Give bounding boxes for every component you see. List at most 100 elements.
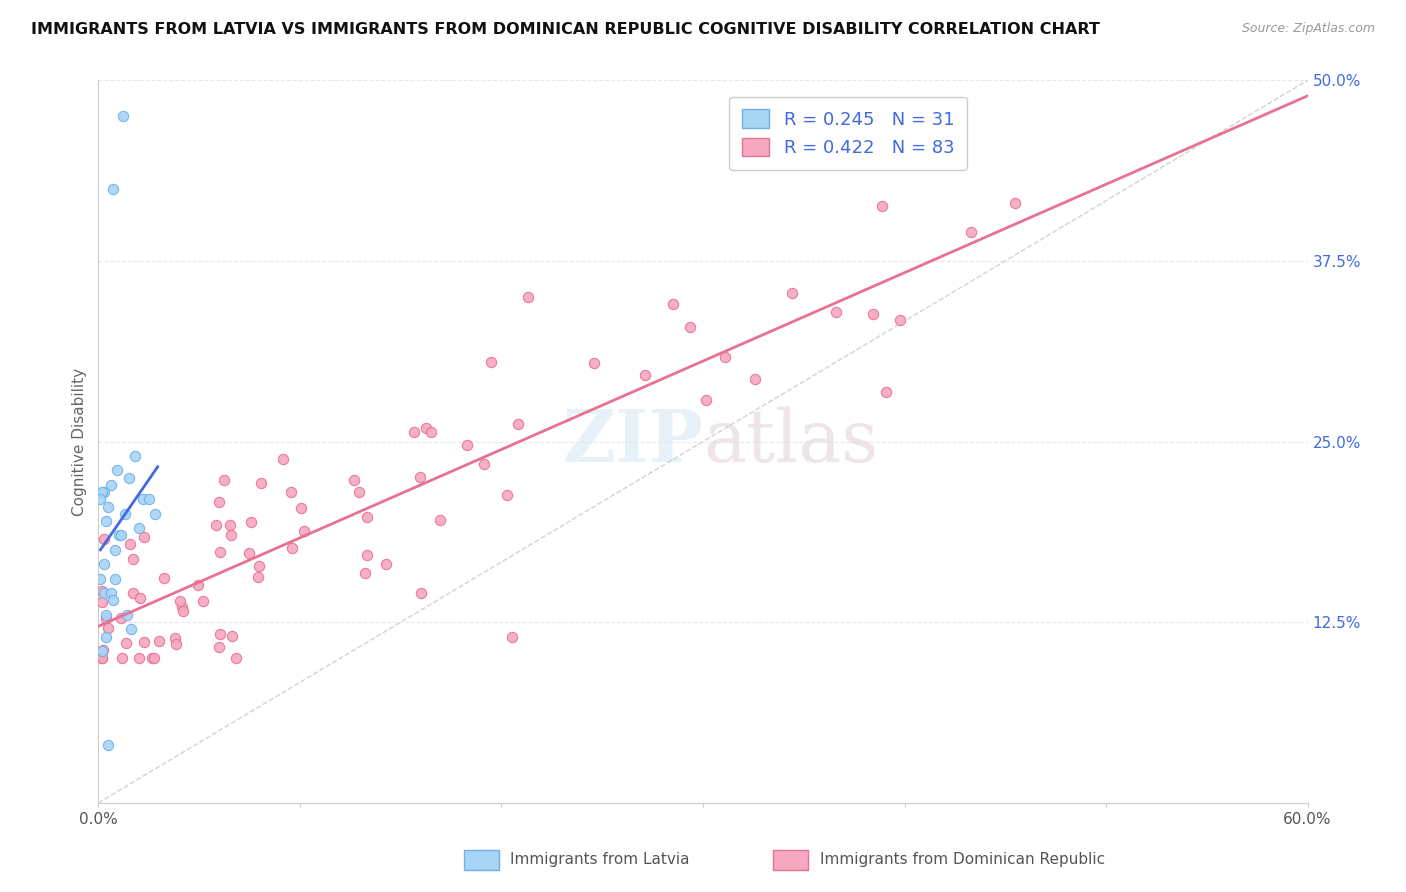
Point — [114, 507, 136, 521]
Point — [97, 738, 120, 752]
Point — [118, 470, 141, 484]
Point — [420, 425, 443, 439]
Point — [208, 640, 231, 654]
Point — [875, 385, 897, 400]
Point — [889, 313, 911, 327]
Point — [91, 485, 114, 500]
Point — [132, 492, 155, 507]
Point — [247, 570, 270, 584]
Point — [93, 586, 115, 600]
Point — [96, 630, 118, 644]
Point — [100, 586, 122, 600]
Point — [409, 586, 432, 600]
Point — [115, 607, 138, 622]
Point — [214, 474, 236, 488]
Point — [583, 356, 606, 370]
Point — [89, 572, 111, 586]
Y-axis label: Cognitive Disability: Cognitive Disability — [72, 368, 87, 516]
Point — [91, 651, 114, 665]
Point — [870, 199, 893, 213]
Point — [91, 595, 114, 609]
Point — [122, 586, 145, 600]
Point — [124, 449, 146, 463]
Point — [165, 637, 187, 651]
Point — [347, 485, 370, 500]
Point — [404, 425, 426, 439]
Text: IMMIGRANTS FROM LATVIA VS IMMIGRANTS FROM DOMINICAN REPUBLIC COGNITIVE DISABILIT: IMMIGRANTS FROM LATVIA VS IMMIGRANTS FRO… — [31, 22, 1099, 37]
Point — [118, 537, 141, 551]
Point — [107, 528, 129, 542]
Point — [103, 572, 125, 586]
Point — [132, 635, 155, 649]
Point — [91, 583, 114, 598]
Point — [374, 557, 396, 571]
Point — [132, 530, 155, 544]
Legend: R = 0.245   N = 31, R = 0.422   N = 83: R = 0.245 N = 31, R = 0.422 N = 83 — [730, 96, 967, 169]
Point — [240, 515, 263, 529]
Point — [356, 548, 378, 562]
Point — [238, 546, 260, 560]
Point — [353, 566, 375, 581]
Point — [143, 507, 166, 521]
Point — [219, 518, 242, 533]
Point — [744, 372, 766, 386]
Point — [208, 495, 231, 509]
Point — [429, 513, 451, 527]
Point — [148, 634, 170, 648]
Point — [456, 438, 478, 452]
Point — [221, 629, 243, 643]
Point — [209, 626, 232, 640]
Point — [129, 591, 152, 605]
Text: ZIP: ZIP — [562, 406, 703, 477]
Point — [96, 610, 118, 624]
Point — [695, 392, 717, 407]
Point — [780, 285, 803, 300]
Point — [111, 110, 134, 124]
Point — [191, 594, 214, 608]
Point — [1004, 196, 1026, 211]
Point — [97, 500, 120, 514]
Point — [661, 297, 683, 311]
Point — [142, 651, 165, 665]
Point — [89, 492, 111, 507]
Point — [280, 485, 302, 500]
Point — [170, 600, 193, 615]
Point — [96, 607, 118, 622]
Point — [825, 305, 848, 319]
Point — [960, 225, 983, 239]
Point — [225, 651, 247, 665]
Text: Immigrants from Dominican Republic: Immigrants from Dominican Republic — [820, 853, 1105, 867]
Point — [101, 593, 124, 607]
Point — [93, 533, 115, 547]
Point — [250, 475, 273, 490]
Point — [153, 571, 176, 585]
Point — [91, 644, 114, 658]
Point — [496, 488, 519, 502]
Text: atlas: atlas — [703, 406, 879, 477]
Point — [714, 350, 737, 364]
Point — [110, 528, 132, 542]
Point — [111, 651, 134, 665]
Text: Immigrants from Latvia: Immigrants from Latvia — [510, 853, 690, 867]
Point — [187, 578, 209, 592]
Point — [409, 470, 432, 484]
Point — [205, 518, 228, 533]
Point — [93, 558, 115, 572]
Point — [103, 542, 125, 557]
Text: Source: ZipAtlas.com: Source: ZipAtlas.com — [1241, 22, 1375, 36]
Point — [271, 451, 294, 466]
Point — [169, 594, 191, 608]
Point — [292, 524, 315, 538]
Point — [472, 457, 495, 471]
Point — [91, 643, 114, 657]
Point — [91, 651, 114, 665]
Point — [120, 623, 142, 637]
Point — [415, 421, 437, 435]
Point — [481, 355, 503, 369]
Point — [97, 622, 120, 636]
Point — [634, 368, 657, 383]
Point — [110, 611, 132, 625]
Point — [221, 528, 243, 542]
Point — [128, 521, 150, 535]
Point — [100, 478, 122, 492]
